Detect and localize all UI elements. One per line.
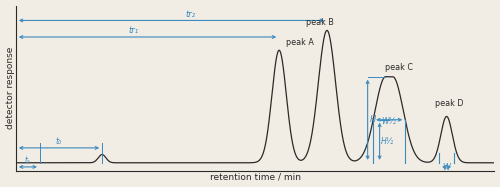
Text: tr₂: tr₂ [186,10,196,19]
Text: peak C: peak C [384,63,412,72]
Text: tr₁: tr₁ [128,26,138,35]
Text: H½: H½ [381,137,394,146]
Text: tₛ: tₛ [25,156,31,165]
Text: peak B: peak B [306,18,334,27]
Text: W½: W½ [382,117,396,125]
Text: peak D: peak D [434,99,463,108]
Y-axis label: detector response: detector response [6,47,15,129]
Text: t₀: t₀ [56,137,62,146]
Text: peak A: peak A [286,38,314,47]
Text: W: W [442,163,450,172]
Text: H: H [370,115,376,124]
X-axis label: retention time / min: retention time / min [210,172,300,181]
